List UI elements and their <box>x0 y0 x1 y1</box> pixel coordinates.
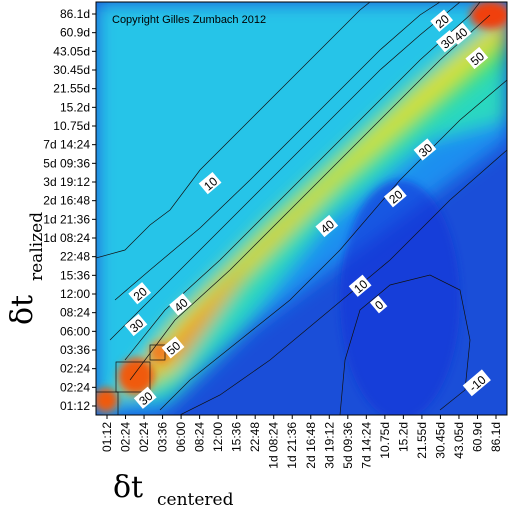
contour-label: 0 <box>369 295 388 314</box>
contour-label-bg <box>315 214 339 238</box>
contour-label-bg <box>161 336 185 359</box>
contour-label-bg <box>462 369 491 397</box>
svg-text:δt: δt <box>5 295 40 325</box>
contour-label: 10 <box>348 274 372 297</box>
y-tick-label: 60.9d <box>60 26 90 40</box>
x-tick-label: 12:00 <box>211 422 225 452</box>
y-tick-label: 08:24 <box>60 306 90 320</box>
svg-text:δt: δt <box>113 470 143 505</box>
contour-label: 40 <box>169 293 192 316</box>
contour-label: 20 <box>430 9 454 32</box>
y-tick-label: 03:36 <box>60 343 90 357</box>
contour-label: 10 <box>198 171 222 195</box>
x-tick-label: 03:36 <box>156 422 170 452</box>
contour-label-bg <box>383 185 407 208</box>
y-tick-label: 02:24 <box>60 362 90 376</box>
x-tick-label: 1d 21:36 <box>285 422 299 469</box>
contour-label-bg <box>465 46 489 70</box>
y-tick-label: 15:36 <box>60 268 90 282</box>
y-tick-label: 2d 16:48 <box>43 194 90 208</box>
x-tick-label: 7d 14:24 <box>359 422 373 469</box>
x-tick-label: 01:12 <box>100 422 114 452</box>
svg-text:realized: realized <box>27 212 47 281</box>
x-tick-label: 08:24 <box>193 422 207 452</box>
y-tick-label: 02:24 <box>60 380 90 394</box>
contour-label-bg <box>128 282 152 305</box>
x-tick-label: 06:00 <box>174 422 188 452</box>
x-tick-label: 02:24 <box>137 422 151 452</box>
y-tick-label: 1d 21:36 <box>43 212 90 226</box>
y-tick-label: 12:00 <box>60 287 90 301</box>
contour-label-bg <box>133 386 157 409</box>
contour-label-bg <box>430 9 454 32</box>
y-tick-label: 10.75d <box>53 119 90 133</box>
contour-label: 30 <box>413 138 437 161</box>
x-tick-label: 30.45d <box>433 422 447 459</box>
contour-label: 30 <box>124 313 148 337</box>
x-tick-label: 3d 19:12 <box>322 422 336 469</box>
contour-label: 40 <box>448 22 472 45</box>
contour-label: 40 <box>315 214 339 238</box>
y-tick-label: 21.55d <box>53 82 90 96</box>
contour-label-bg <box>413 138 437 161</box>
y-tick-label: 1d 08:24 <box>43 231 90 245</box>
y-tick-label: 06:00 <box>60 324 90 338</box>
svg-text:centered: centered <box>157 490 234 510</box>
contour-label: 20 <box>128 282 152 305</box>
x-tick-label: 43.05d <box>452 422 466 459</box>
x-tick-label: 21.55d <box>415 422 429 459</box>
contour-label-bg <box>124 313 148 337</box>
x-tick-label: 15:36 <box>230 422 244 452</box>
y-axis-label: δt realized <box>5 212 47 325</box>
y-tick-label: 86.1d <box>60 7 90 21</box>
heatmap-area <box>96 2 507 415</box>
plot-frame <box>95 1 508 416</box>
x-tick-label: 5d 09:36 <box>341 422 355 469</box>
contour-label-bg <box>448 22 472 45</box>
x-tick-label: 2d 16:48 <box>304 422 318 469</box>
y-tick-label: 43.05d <box>53 44 90 58</box>
contour-label: 50 <box>161 336 185 359</box>
y-tick-label: 7d 14:24 <box>43 138 90 152</box>
x-tick-label: 1d 08:24 <box>267 422 281 469</box>
x-axis-label: δt centered <box>113 470 234 510</box>
x-tick-label: 10.75d <box>378 422 392 459</box>
x-tick-label: 60.9d <box>470 422 484 452</box>
copyright-annotation: Copyright Gilles Zumbach 2012 <box>112 14 266 26</box>
x-tick-label: 15.2d <box>396 422 410 452</box>
y-tick-label: 22:48 <box>60 250 90 264</box>
contour-label-bg <box>198 171 222 195</box>
x-tick-label: 22:48 <box>248 422 262 452</box>
y-tick-label: 3d 19:12 <box>43 175 90 189</box>
y-tick-label: 15.2d <box>60 100 90 114</box>
y-tick-label: 30.45d <box>53 63 90 77</box>
y-tick-label: 01:12 <box>60 399 90 413</box>
contour-label-bg <box>169 293 192 316</box>
contour-label: 50 <box>465 46 489 70</box>
contour-lines <box>96 2 507 415</box>
y-tick-label: 5d 09:36 <box>43 156 90 170</box>
x-tick-label: 86.1d <box>489 422 503 452</box>
y-axis-ticks: 01:12 02:24 02:24 03:36 06:00 08:24 12:00 15:36… <box>43 7 96 413</box>
contour-label-bg <box>348 274 372 297</box>
contour-label-bg <box>369 295 388 314</box>
x-tick-label: 02:24 <box>119 422 133 452</box>
contour-label: 20 <box>383 185 407 208</box>
x-axis-ticks: 01:12 02:24 02:24 03:36 06:00 08:24 12:00 15:36… <box>100 415 503 469</box>
contour-label: 30 <box>133 386 157 409</box>
